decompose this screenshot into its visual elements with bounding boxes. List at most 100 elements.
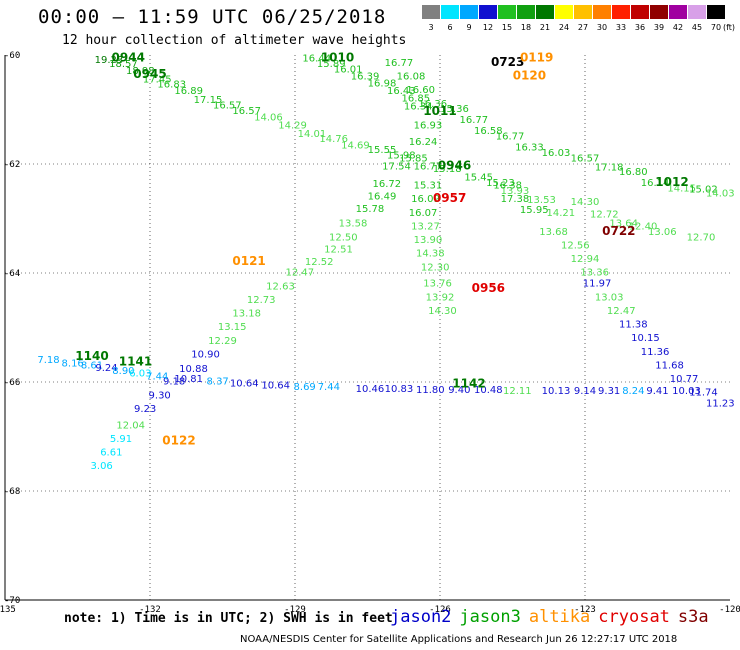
scale-label: 15	[501, 23, 513, 32]
scale-label: 33	[615, 23, 627, 32]
swh-point: 7.44	[146, 371, 168, 382]
swh-point: 11.38	[619, 320, 648, 331]
swh-point: 12.52	[305, 257, 334, 268]
swh-point: 16.39	[351, 72, 380, 83]
footer-note: note: 1) Time is in UTC; 2) SWH is in fe…	[64, 611, 393, 626]
scale-swatch	[441, 5, 459, 19]
swh-point: 12.30	[421, 262, 450, 273]
scale-swatch	[593, 5, 611, 19]
swh-point: 14.06	[254, 112, 283, 123]
swh-point: 12.94	[571, 254, 600, 265]
page-subtitle: 12 hour collection of altimeter wave hei…	[62, 33, 407, 48]
y-tick-label: -62	[4, 160, 20, 170]
swh-point: 16.43	[387, 86, 416, 97]
swh-point: 14.30	[571, 197, 600, 208]
scale-swatch	[460, 5, 478, 19]
swh-point: 9.41	[646, 386, 668, 397]
swh-point: 13.53	[527, 195, 556, 206]
swh-point: 16.49	[368, 191, 397, 202]
swh-point: 12.56	[561, 240, 590, 251]
swh-point: 16.77	[460, 115, 489, 126]
time-label: 0945	[133, 67, 166, 81]
scale-label: 45	[691, 23, 703, 32]
swh-point: 16.85	[402, 93, 431, 104]
time-label: 1011	[423, 104, 456, 118]
time-label: 0723	[491, 55, 524, 69]
scale-label: 24	[558, 23, 570, 32]
scale-swatch	[612, 5, 630, 19]
swh-point: 6.03	[129, 369, 151, 380]
swh-point: 15.78	[356, 204, 385, 215]
footer-credit: NOAA/NESDIS Center for Satellite Applica…	[240, 634, 678, 645]
swh-point: 13.36	[580, 268, 609, 279]
x-tick-label: -120	[719, 605, 740, 615]
swh-point: 14.01	[298, 129, 327, 140]
swh-point: 12.40	[629, 221, 658, 232]
swh-point: 8.37	[207, 377, 229, 388]
swh-point: 17.45	[143, 74, 172, 85]
time-label: 0956	[472, 281, 505, 295]
satellite-legend: jason2 jason3 altika cryosat s3a	[390, 607, 717, 627]
swh-point: 15.31	[414, 181, 443, 192]
swh-point: 18.57	[109, 59, 138, 70]
x-tick-label: -129	[284, 605, 306, 615]
swh-point: 13.64	[609, 219, 638, 230]
scale-unit: (ft)	[722, 23, 736, 32]
swh-point: 6.61	[100, 448, 122, 459]
scale-label: 6	[447, 23, 453, 32]
y-tick-label: -70	[4, 596, 20, 606]
swh-point: 10.03	[672, 386, 701, 397]
swh-point: 9.30	[149, 390, 171, 401]
swh-point: 16.09	[411, 194, 440, 205]
swh-point: 17.15	[194, 95, 223, 106]
swh-point: 16.93	[414, 121, 443, 132]
swh-point: 16.72	[373, 179, 402, 190]
x-tick-label: -123	[574, 605, 596, 615]
swh-point: 8.16	[62, 359, 84, 370]
scale-label: 18	[520, 23, 532, 32]
scale-swatch	[479, 5, 497, 19]
swh-point: 15.02	[689, 184, 718, 195]
x-tick-label: -132	[139, 605, 161, 615]
swh-point: 16.77	[414, 161, 443, 172]
swh-point: 16.24	[409, 137, 438, 148]
page-title: 00:00 — 11:59 UTC 06/25/2018	[38, 6, 387, 28]
swh-point: 10.88	[179, 364, 208, 375]
swh-point: 16.57	[571, 153, 600, 164]
scale-swatch	[517, 5, 535, 19]
swh-point: 13.58	[339, 219, 368, 230]
swh-point: 10.48	[474, 385, 503, 396]
scale-swatch	[707, 5, 725, 19]
swh-point: 17.54	[382, 161, 411, 172]
swh-point: 8.69	[294, 382, 316, 393]
time-label: 0119	[520, 51, 553, 65]
swh-point: 16.57	[232, 106, 261, 117]
scale-label: 39	[653, 23, 665, 32]
legend-jason3: jason3	[459, 607, 521, 627]
swh-point: 10.90	[191, 349, 220, 360]
swh-point: 16.36	[418, 99, 447, 110]
swh-point: 10.83	[385, 384, 414, 395]
swh-point: 11.74	[689, 388, 718, 399]
swh-point: 17.38	[501, 194, 530, 205]
swh-point: 16.01	[334, 64, 363, 75]
swh-point: 7.18	[37, 355, 59, 366]
swh-point: 13.92	[426, 292, 455, 303]
swh-point: 10.81	[174, 374, 203, 385]
swh-point: 12.72	[590, 209, 619, 220]
swh-point: 12.47	[607, 306, 636, 317]
swh-point: 9.31	[598, 386, 620, 397]
swh-point: 13.68	[539, 227, 568, 238]
swh-point: 16.60	[406, 85, 435, 96]
swh-point: 11.36	[641, 347, 670, 358]
swh-point: 15.36	[440, 104, 469, 115]
swh-point: 12.50	[329, 232, 358, 243]
swh-point: 16.77	[385, 58, 414, 69]
swh-point: 9.18	[163, 377, 185, 388]
swh-point: 14.21	[547, 208, 576, 219]
swh-point: 10.13	[542, 386, 571, 397]
swh-point: 8.90	[112, 366, 134, 377]
scale-swatch	[536, 5, 554, 19]
swh-point: 16.33	[515, 142, 544, 153]
